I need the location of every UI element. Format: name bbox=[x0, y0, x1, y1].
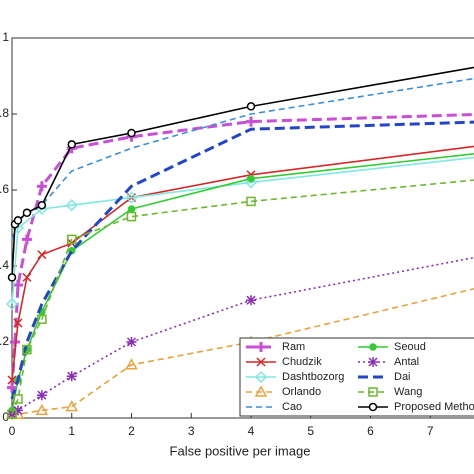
marker bbox=[36, 181, 47, 192]
legend-label: Antal bbox=[394, 356, 419, 368]
marker bbox=[368, 387, 378, 397]
marker bbox=[125, 358, 138, 370]
marker bbox=[13, 318, 23, 328]
marker bbox=[244, 176, 258, 189]
y-tick-label: 0.4 bbox=[0, 258, 9, 272]
marker bbox=[368, 357, 378, 367]
marker bbox=[37, 314, 47, 324]
x-tick-label: 5 bbox=[307, 424, 314, 438]
y-tick-label: 0.2 bbox=[0, 334, 9, 348]
legend-label: Chudzik bbox=[282, 356, 322, 368]
marker bbox=[13, 394, 23, 404]
legend-label: Cao bbox=[282, 401, 302, 413]
x-tick-label: 3 bbox=[188, 424, 195, 438]
marker bbox=[7, 409, 17, 419]
y-tick-label: 0.8 bbox=[0, 106, 9, 120]
x-tick-label: 6 bbox=[367, 424, 374, 438]
y-tick-label: 0.6 bbox=[0, 182, 9, 196]
series-line bbox=[11, 145, 474, 381]
marker bbox=[126, 211, 137, 222]
series-line bbox=[11, 66, 474, 278]
legend-box bbox=[239, 337, 474, 417]
marker bbox=[127, 205, 136, 213]
marker bbox=[37, 250, 47, 260]
marker bbox=[125, 191, 138, 204]
marker bbox=[13, 216, 23, 225]
legend-label: Wang bbox=[394, 386, 422, 398]
x-axis-label: False positive per image bbox=[170, 443, 311, 458]
marker bbox=[35, 403, 49, 416]
x-tick-label: 4 bbox=[248, 424, 255, 438]
y-tick-label: 1 bbox=[2, 30, 9, 44]
marker bbox=[22, 208, 32, 218]
marker bbox=[127, 128, 136, 138]
marker bbox=[36, 390, 47, 401]
marker bbox=[256, 342, 266, 352]
marker bbox=[65, 400, 79, 412]
marker bbox=[67, 234, 77, 245]
marker bbox=[126, 337, 137, 347]
x-tick-label: 2 bbox=[128, 424, 135, 438]
marker bbox=[67, 140, 76, 149]
x-tick-label: 7 bbox=[427, 424, 434, 438]
marker bbox=[12, 405, 23, 416]
y-tick-label: 0 bbox=[2, 410, 9, 424]
marker bbox=[65, 199, 78, 212]
marker bbox=[22, 344, 32, 355]
marker bbox=[246, 116, 256, 127]
marker bbox=[246, 196, 256, 207]
marker bbox=[22, 272, 32, 282]
legend-label: Proposed Method bbox=[394, 401, 474, 413]
marker bbox=[37, 200, 47, 210]
marker bbox=[247, 174, 255, 183]
marker bbox=[246, 102, 256, 111]
legend-label: Dashtbozorg bbox=[282, 371, 344, 383]
marker bbox=[12, 280, 23, 290]
x-tick-label: 1 bbox=[68, 424, 75, 438]
marker bbox=[7, 273, 17, 282]
marker bbox=[66, 371, 77, 382]
marker bbox=[369, 343, 377, 351]
legend-label: Seoud bbox=[394, 341, 426, 353]
marker bbox=[5, 297, 19, 311]
series-line bbox=[11, 77, 474, 240]
marker bbox=[7, 375, 17, 385]
marker bbox=[21, 234, 32, 245]
marker bbox=[254, 370, 268, 384]
series-line bbox=[11, 179, 474, 415]
marker bbox=[246, 295, 256, 306]
legend-label: Ram bbox=[282, 341, 305, 353]
marker bbox=[7, 382, 17, 393]
series-line bbox=[11, 156, 474, 305]
legend-label: Orlando bbox=[282, 386, 321, 398]
marker bbox=[256, 357, 266, 367]
x-tick-label: 0 bbox=[9, 424, 16, 438]
marker bbox=[254, 385, 268, 397]
marker bbox=[368, 402, 378, 412]
legend-label: Dai bbox=[394, 371, 411, 383]
